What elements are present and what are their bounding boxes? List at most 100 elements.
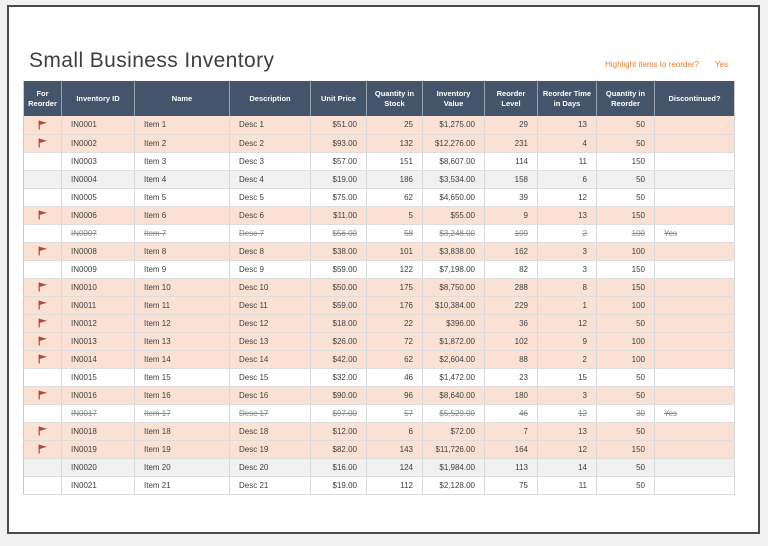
quantity-in-reorder-cell[interactable]: 30 <box>596 404 655 423</box>
unit-price-cell[interactable]: $38.00 <box>310 242 367 261</box>
for-reorder-cell[interactable] <box>23 332 62 351</box>
description-cell[interactable]: Desc 21 <box>229 476 311 495</box>
quantity-in-stock-cell[interactable]: 186 <box>366 170 423 189</box>
quantity-in-stock-cell[interactable]: 6 <box>366 422 423 441</box>
reorder-level-cell[interactable]: 231 <box>484 134 538 153</box>
name-cell[interactable]: Item 12 <box>134 314 230 333</box>
quantity-in-stock-cell[interactable]: 22 <box>366 314 423 333</box>
unit-price-cell[interactable]: $16.00 <box>310 458 367 477</box>
quantity-in-stock-cell[interactable]: 176 <box>366 296 423 315</box>
unit-price-cell[interactable]: $75.00 <box>310 188 367 207</box>
inventory-id-cell[interactable]: IN0020 <box>61 458 135 477</box>
reorder-time-cell[interactable]: 1 <box>537 296 597 315</box>
reorder-level-cell[interactable]: 36 <box>484 314 538 333</box>
column-header-description[interactable]: Description <box>229 81 311 116</box>
inventory-id-cell[interactable]: IN0021 <box>61 476 135 495</box>
inventory-id-cell[interactable]: IN0007 <box>61 224 135 243</box>
description-cell[interactable]: Desc 10 <box>229 278 311 297</box>
quantity-in-stock-cell[interactable]: 124 <box>366 458 423 477</box>
column-header-inventory-id[interactable]: Inventory ID <box>61 81 135 116</box>
discontinued-cell[interactable] <box>654 296 735 315</box>
inventory-value-cell[interactable]: $12,276.00 <box>422 134 485 153</box>
description-cell[interactable]: Desc 13 <box>229 332 311 351</box>
description-cell[interactable]: Desc 5 <box>229 188 311 207</box>
discontinued-cell[interactable] <box>654 350 735 369</box>
inventory-id-cell[interactable]: IN0011 <box>61 296 135 315</box>
name-cell[interactable]: Item 15 <box>134 368 230 387</box>
quantity-in-reorder-cell[interactable]: 50 <box>596 458 655 477</box>
reorder-level-cell[interactable]: 7 <box>484 422 538 441</box>
unit-price-cell[interactable]: $42.00 <box>310 350 367 369</box>
name-cell[interactable]: Item 6 <box>134 206 230 225</box>
reorder-level-cell[interactable]: 180 <box>484 386 538 405</box>
reorder-time-cell[interactable]: 3 <box>537 260 597 279</box>
discontinued-cell[interactable] <box>654 314 735 333</box>
reorder-level-cell[interactable]: 82 <box>484 260 538 279</box>
reorder-time-cell[interactable]: 3 <box>537 242 597 261</box>
for-reorder-cell[interactable] <box>23 188 62 207</box>
unit-price-cell[interactable]: $59.00 <box>310 296 367 315</box>
reorder-time-cell[interactable]: 15 <box>537 368 597 387</box>
inventory-id-cell[interactable]: IN0016 <box>61 386 135 405</box>
quantity-in-reorder-cell[interactable]: 100 <box>596 242 655 261</box>
inventory-value-cell[interactable]: $4,650.00 <box>422 188 485 207</box>
inventory-id-cell[interactable]: IN0015 <box>61 368 135 387</box>
description-cell[interactable]: Desc 20 <box>229 458 311 477</box>
name-cell[interactable]: Item 4 <box>134 170 230 189</box>
reorder-level-cell[interactable]: 114 <box>484 152 538 171</box>
quantity-in-reorder-cell[interactable]: 150 <box>596 152 655 171</box>
discontinued-cell[interactable] <box>654 458 735 477</box>
reorder-time-cell[interactable]: 4 <box>537 134 597 153</box>
inventory-value-cell[interactable]: $8,640.00 <box>422 386 485 405</box>
for-reorder-cell[interactable] <box>23 224 62 243</box>
discontinued-cell[interactable] <box>654 152 735 171</box>
for-reorder-cell[interactable] <box>23 296 62 315</box>
for-reorder-cell[interactable] <box>23 476 62 495</box>
name-cell[interactable]: Item 13 <box>134 332 230 351</box>
column-header-for-reorder[interactable]: For Reorder <box>23 81 62 116</box>
unit-price-cell[interactable]: $57.00 <box>310 152 367 171</box>
discontinued-cell[interactable] <box>654 440 735 459</box>
inventory-id-cell[interactable]: IN0006 <box>61 206 135 225</box>
quantity-in-reorder-cell[interactable]: 50 <box>596 170 655 189</box>
quantity-in-stock-cell[interactable]: 62 <box>366 350 423 369</box>
name-cell[interactable]: Item 16 <box>134 386 230 405</box>
unit-price-cell[interactable]: $93.00 <box>310 134 367 153</box>
unit-price-cell[interactable]: $82.00 <box>310 440 367 459</box>
column-header-reorder-time-in-days[interactable]: Reorder Time in Days <box>537 81 597 116</box>
unit-price-cell[interactable]: $19.00 <box>310 476 367 495</box>
description-cell[interactable]: Desc 2 <box>229 134 311 153</box>
inventory-id-cell[interactable]: IN0014 <box>61 350 135 369</box>
quantity-in-stock-cell[interactable]: 25 <box>366 116 423 135</box>
unit-price-cell[interactable]: $18.00 <box>310 314 367 333</box>
for-reorder-cell[interactable] <box>23 242 62 261</box>
discontinued-cell[interactable] <box>654 116 735 135</box>
quantity-in-stock-cell[interactable]: 57 <box>366 404 423 423</box>
reorder-level-cell[interactable]: 9 <box>484 206 538 225</box>
description-cell[interactable]: Desc 14 <box>229 350 311 369</box>
unit-price-cell[interactable]: $51.00 <box>310 116 367 135</box>
reorder-level-cell[interactable]: 75 <box>484 476 538 495</box>
inventory-value-cell[interactable]: $3,534.00 <box>422 170 485 189</box>
description-cell[interactable]: Desc 19 <box>229 440 311 459</box>
quantity-in-reorder-cell[interactable]: 100 <box>596 224 655 243</box>
quantity-in-stock-cell[interactable]: 122 <box>366 260 423 279</box>
unit-price-cell[interactable]: $90.00 <box>310 386 367 405</box>
inventory-id-cell[interactable]: IN0012 <box>61 314 135 333</box>
quantity-in-reorder-cell[interactable]: 50 <box>596 188 655 207</box>
description-cell[interactable]: Desc 8 <box>229 242 311 261</box>
reorder-level-cell[interactable]: 109 <box>484 224 538 243</box>
inventory-id-cell[interactable]: IN0009 <box>61 260 135 279</box>
discontinued-cell[interactable]: Yes <box>654 404 735 423</box>
reorder-time-cell[interactable]: 12 <box>537 404 597 423</box>
reorder-time-cell[interactable]: 12 <box>537 188 597 207</box>
unit-price-cell[interactable]: $56.00 <box>310 224 367 243</box>
description-cell[interactable]: Desc 11 <box>229 296 311 315</box>
inventory-id-cell[interactable]: IN0004 <box>61 170 135 189</box>
discontinued-cell[interactable] <box>654 332 735 351</box>
discontinued-cell[interactable] <box>654 170 735 189</box>
inventory-id-cell[interactable]: IN0005 <box>61 188 135 207</box>
name-cell[interactable]: Item 19 <box>134 440 230 459</box>
discontinued-cell[interactable]: Yes <box>654 224 735 243</box>
inventory-value-cell[interactable]: $5,529.00 <box>422 404 485 423</box>
